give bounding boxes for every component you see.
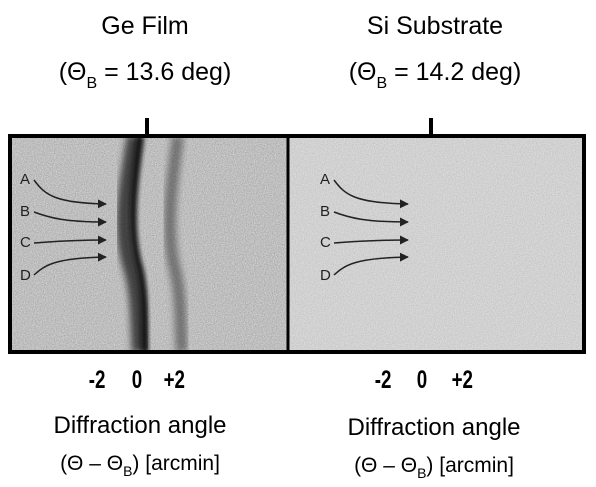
arrow-d — [333, 252, 409, 276]
arrow-b — [33, 211, 107, 227]
arrow-label-b: B — [20, 203, 30, 220]
arrow-a — [33, 179, 107, 209]
ge-tick-0: 0 — [131, 366, 143, 394]
ge-xlabel: Diffraction angle — [53, 412, 227, 439]
arrow-label-a: A — [20, 171, 30, 188]
arrow-a — [333, 179, 409, 209]
ge-tick-plus-2: +2 — [163, 366, 185, 394]
ge-film-diffraction-image — [10, 136, 288, 352]
ge-tick-minus-2: -2 — [88, 366, 106, 394]
si-xlabel: Diffraction angle — [347, 414, 521, 441]
arrow-b — [333, 211, 409, 227]
arrow-d — [33, 252, 107, 276]
si-tick-0: 0 — [416, 366, 428, 394]
si-tick-plus-2: +2 — [451, 366, 473, 394]
ge-film-title: Ge Film — [101, 12, 189, 40]
arrow-label-c: C — [320, 234, 331, 251]
arrow-label-c: C — [20, 234, 31, 251]
image-frame — [8, 134, 586, 354]
arrow-c — [33, 235, 107, 245]
arrow-label-d: D — [20, 267, 31, 284]
arrow-label-d: D — [320, 267, 331, 284]
arrow-label-a: A — [320, 171, 330, 188]
si-xlabel-units: (Θ – ΘB) [arcmin] — [354, 454, 514, 481]
si-tick-minus-2: -2 — [374, 366, 392, 394]
ge-xlabel-units: (Θ – ΘB) [arcmin] — [60, 452, 220, 479]
si-substrate-title: Si Substrate — [366, 12, 504, 40]
ge-arrows: A B C D — [20, 171, 107, 284]
arrow-label-b: B — [320, 203, 330, 220]
ge-film-bragg-angle: (ΘB = 13.6 deg) — [58, 58, 232, 92]
arrow-c — [333, 235, 409, 245]
si-substrate-bragg-angle: (ΘB = 14.2 deg) — [348, 58, 522, 92]
si-arrows: A B C D — [320, 171, 409, 284]
si-substrate-diffraction-image — [288, 136, 584, 352]
